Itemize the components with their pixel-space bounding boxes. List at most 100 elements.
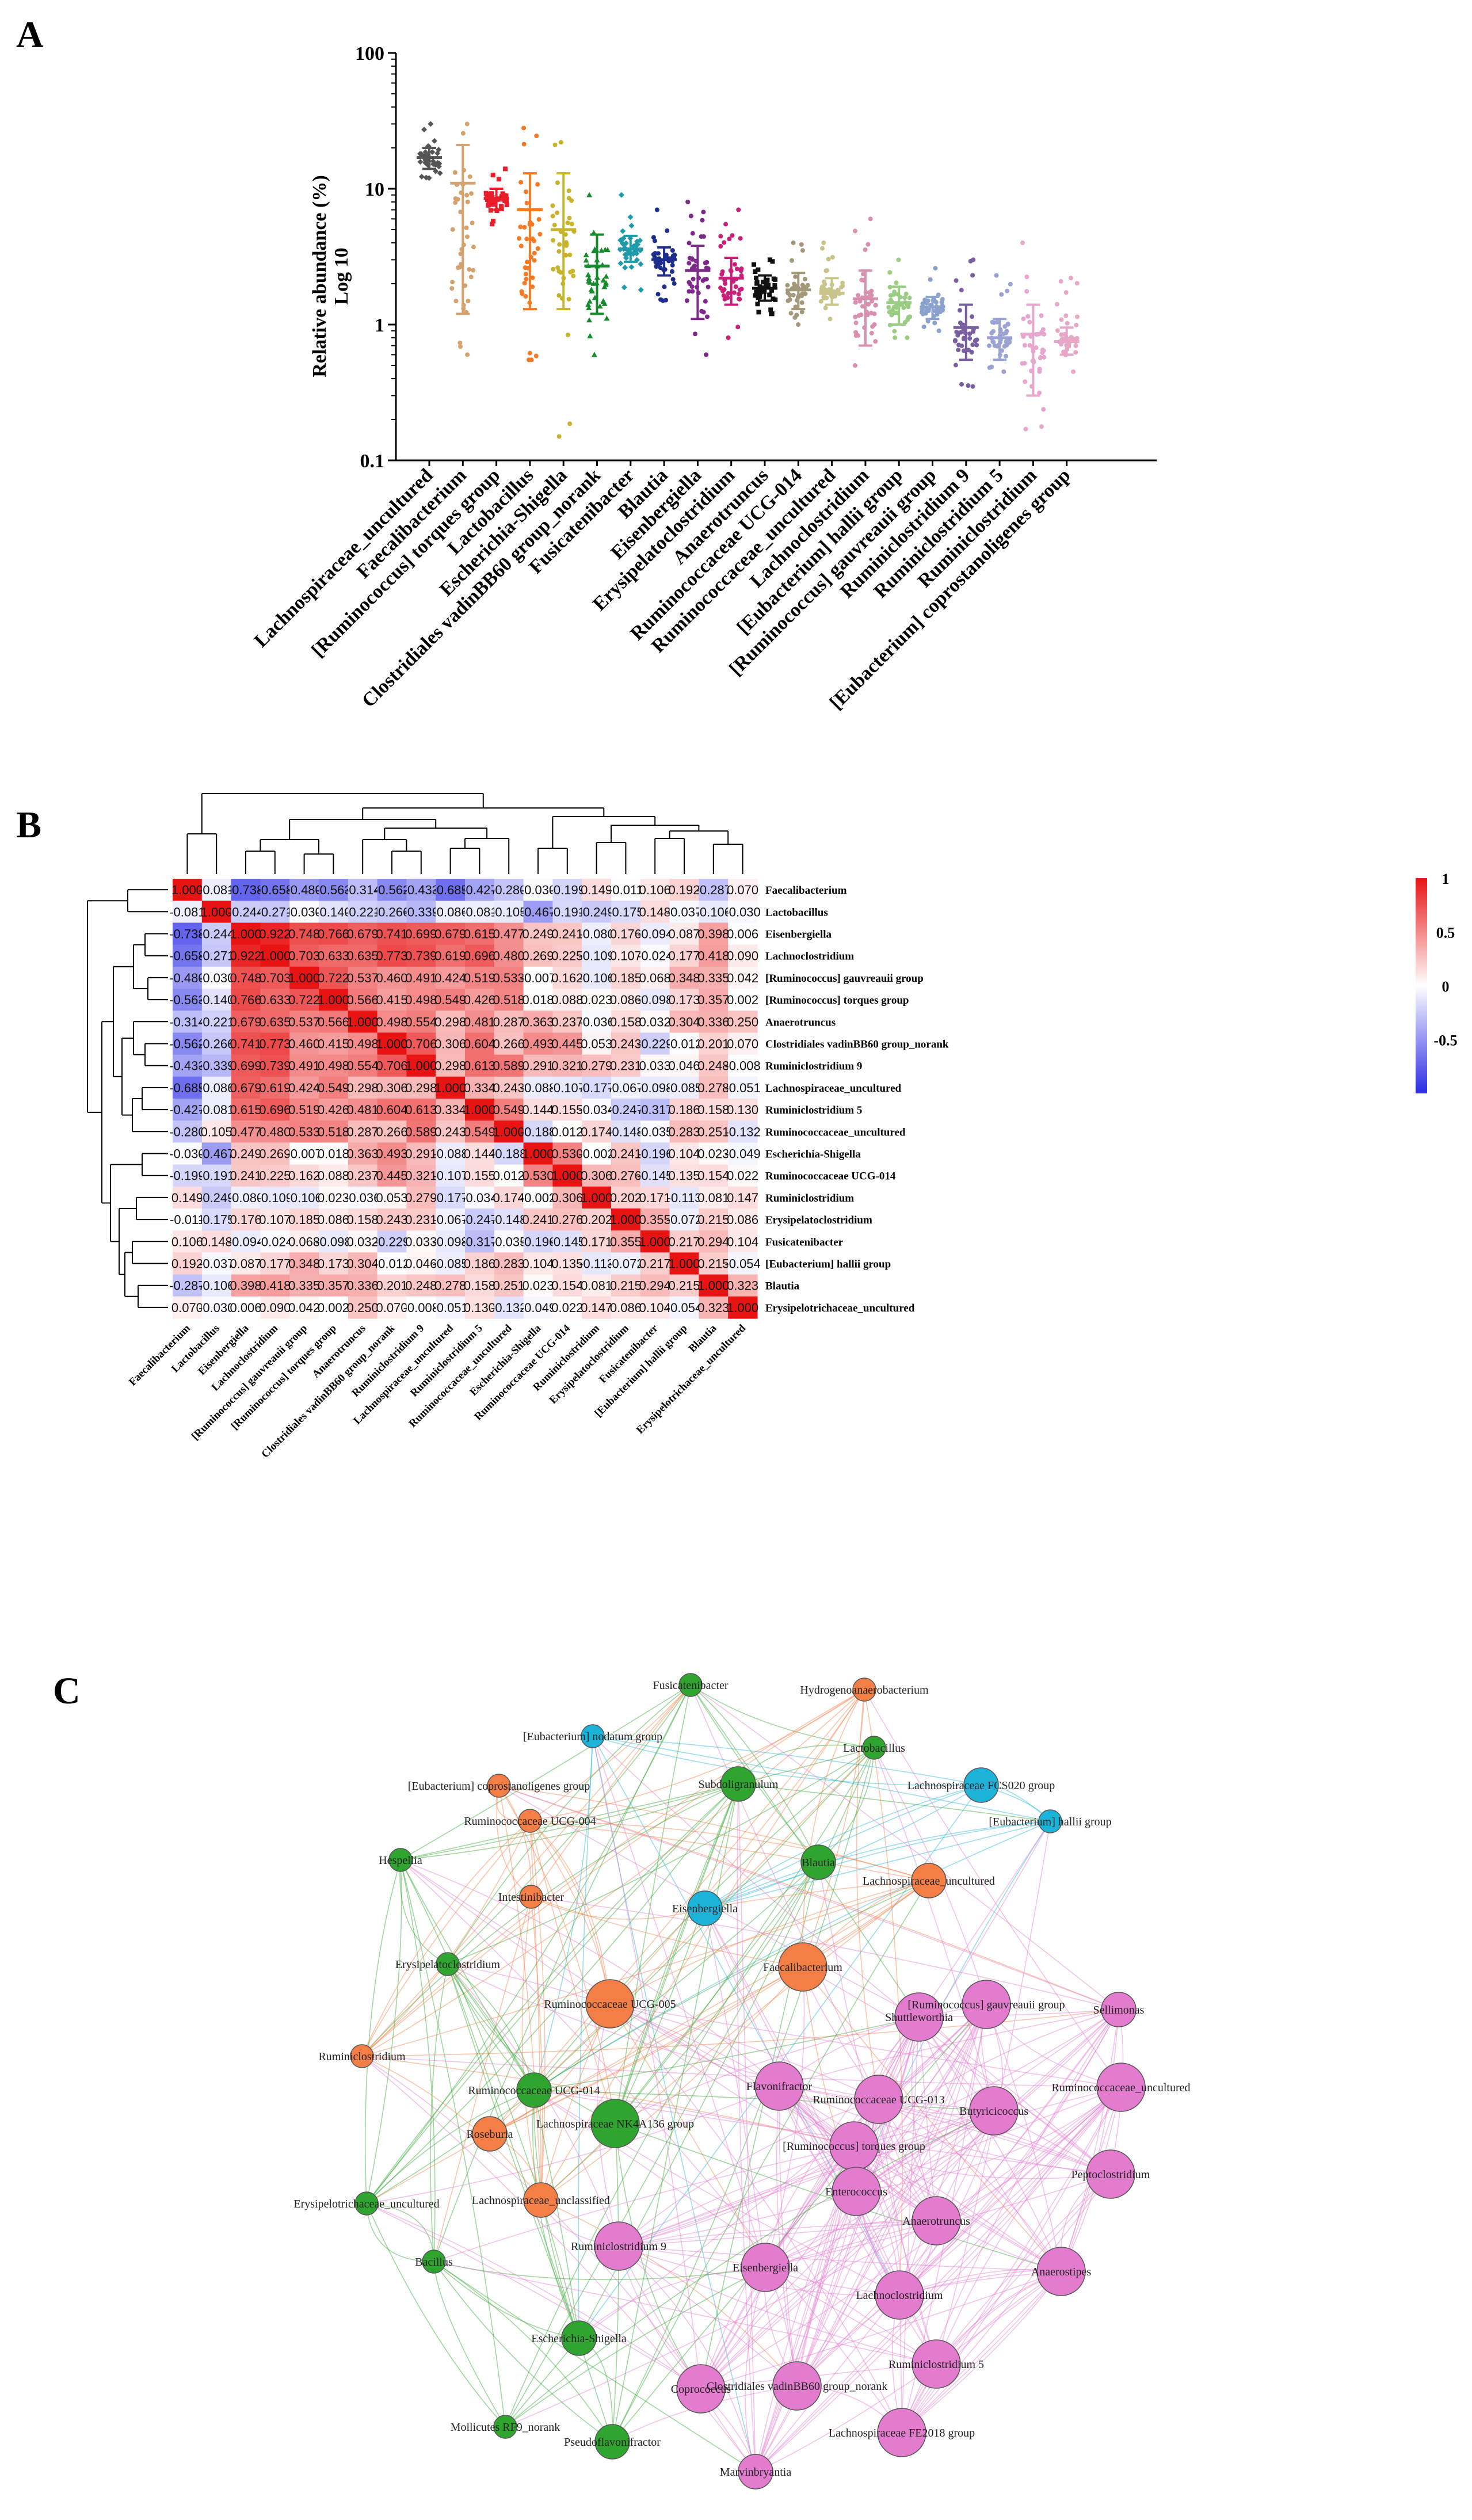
cell-value: 0.334 [434,1103,466,1117]
cell-value: -0.081 [199,1103,234,1117]
heatmap-cell [319,1120,349,1143]
node-label: Subdoligranulum [699,1778,779,1791]
heatmap-cell [319,1208,349,1231]
heatmap-cell [582,901,612,923]
data-point [1004,329,1009,334]
cell-value: -0.081 [199,883,234,897]
heatmap-cell [377,1186,407,1209]
network-edge [400,1783,739,1861]
heatmap-cell [231,1164,261,1187]
node-label: [Ruminococcus] gauvreauii group [907,1999,1065,2011]
cell-value: 0.426 [318,1103,349,1117]
cell-value: 1.000 [581,1191,612,1205]
data-point [722,287,727,292]
cell-value: 1.000 [405,1059,437,1073]
cell-value: 0.566 [318,1015,349,1029]
data-point [894,280,899,285]
heatmap-cell [231,879,261,901]
cell-value: -0.113 [579,1257,614,1271]
cell-value: 0.518 [318,1124,349,1139]
data-point [524,276,529,281]
node-label: Ruminococcaceae UCG-013 [813,2094,944,2106]
heatmap-cell [465,1208,495,1231]
network-edge [899,2087,1122,2296]
cell-value: 0.291 [405,1147,437,1161]
network-node [1036,2247,1086,2296]
cell-value: 0.106 [639,883,671,897]
data-point [873,303,878,308]
heatmap-cell [406,901,436,923]
data-point [905,335,910,340]
cell-value: 0.481 [464,1015,495,1029]
cell-value: 0.158 [697,1103,729,1117]
cell-value: 1.000 [171,883,203,897]
node-label: Anaerostipes [1031,2266,1092,2278]
data-point [853,314,858,319]
network-edge [796,2191,857,2386]
cell-value: -0.188 [491,1147,527,1161]
data-point [504,199,509,204]
heatmap-cell [377,1076,407,1099]
network-node [912,2196,961,2245]
network-node [594,2221,643,2271]
cell-value: 0.766 [230,993,261,1007]
data-point [492,202,497,207]
data-point [718,243,723,249]
cell-value: 0.087 [668,927,700,941]
network-edge [936,2087,1122,2221]
network-edge [592,1736,756,2472]
cell-value: -0.314 [169,1015,205,1029]
cell-value: 0.130 [727,1103,758,1117]
cell-value: 1.000 [201,905,232,919]
data-point [623,240,629,246]
data-point [524,189,529,195]
cell-value: 0.217 [639,1257,671,1271]
cell-value: 0.107 [610,949,642,963]
cell-value: 0.192 [668,883,700,897]
heatmap-cell [640,879,670,901]
heatmap-cell [319,1252,349,1275]
cell-value: -0.563 [315,883,351,897]
data-point [1021,316,1026,321]
heatmap-cell [465,989,495,1011]
heatmap-cell [699,966,729,989]
data-point [1023,426,1028,432]
heatmap-cell [406,1230,436,1253]
network-edge [361,1689,865,2057]
network-node [350,2044,374,2068]
data-point [1024,289,1029,294]
data-point [968,258,973,264]
cell-value: -0.081 [169,905,205,919]
heatmap-cell [377,1164,407,1187]
cell-value: 0.604 [376,1103,407,1117]
heatmap-cell [348,1296,378,1319]
cell-value: 0.619 [434,949,466,963]
cell-value: -0.221 [199,1015,234,1029]
heatmap-cell [231,1032,261,1055]
heatmap-cell [201,1054,232,1077]
data-point [556,249,562,254]
data-point [764,284,769,289]
data-point [496,177,501,182]
network-edge [918,2009,1119,2018]
heatmap-cell [699,1011,729,1033]
data-point [621,284,627,291]
node-label: Fusicatenibacter [653,1679,728,1692]
network-node [523,2182,559,2218]
network-edge [609,2003,902,2433]
heatmap-cell [728,1208,758,1231]
data-point [959,382,964,387]
cell-value: 0.176 [230,1213,261,1227]
cell-value: 0.748 [288,927,320,941]
heatmap-cell [465,1054,495,1077]
heatmap-cell [377,1296,407,1319]
cell-value: -0.024 [637,949,673,963]
heatmap-cell [728,1230,758,1253]
heatmap-cell [406,879,436,901]
heatmap-cell [348,879,378,901]
data-point [1065,321,1070,326]
heatmap-cell [611,1274,641,1297]
network-edge [609,2003,766,2268]
network-edge [433,2261,579,2339]
